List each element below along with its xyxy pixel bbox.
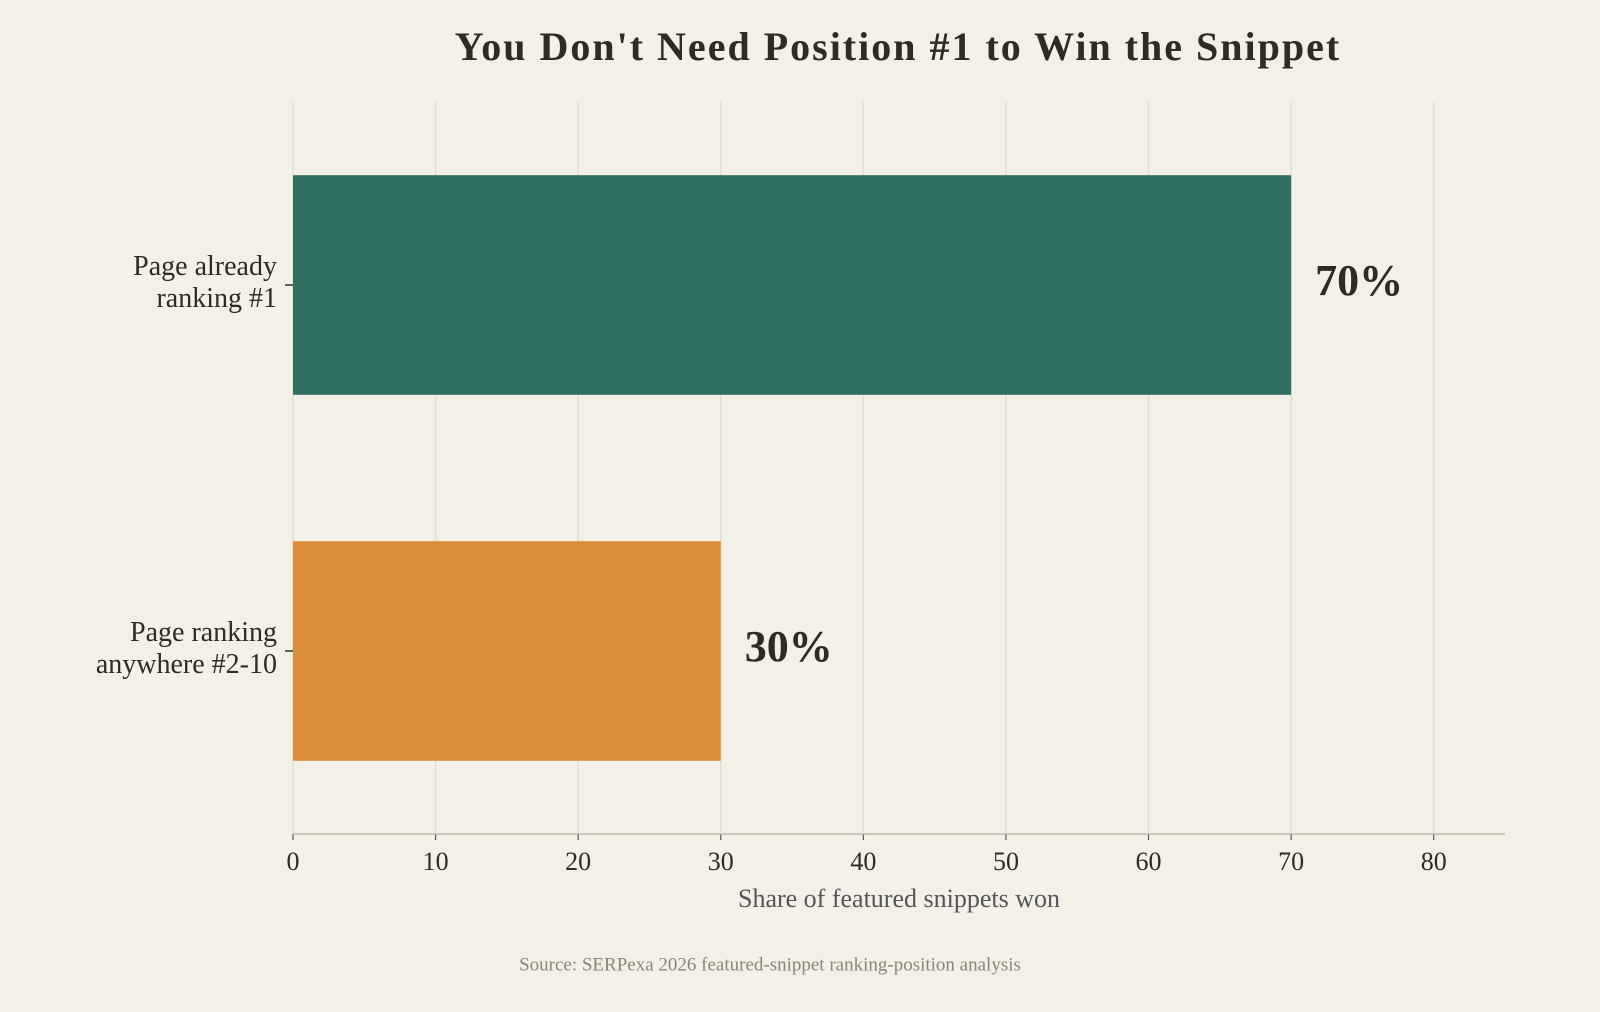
x-tick-label: 40 <box>850 847 876 876</box>
y-tick-label: Page already ranking #1 <box>133 251 277 314</box>
x-tick-label: 80 <box>1421 847 1447 876</box>
x-tick-label: 70 <box>1278 847 1304 876</box>
x-tick-label: 50 <box>993 847 1019 876</box>
value-label: 30% <box>745 622 833 671</box>
chart-title: You Don't Need Position #1 to Win the Sn… <box>455 24 1341 69</box>
x-tick-label: 60 <box>1136 847 1162 876</box>
x-tick-label: 10 <box>423 847 449 876</box>
x-tick-label: 30 <box>708 847 734 876</box>
x-tick-label: 20 <box>565 847 591 876</box>
bar <box>293 175 1292 395</box>
bar <box>293 541 721 761</box>
value-label: 70% <box>1315 256 1403 305</box>
y-tick-label: Page ranking anywhere #2-10 <box>96 617 277 680</box>
x-axis-label: Share of featured snippets won <box>738 884 1060 913</box>
source-note: Source: SERPexa 2026 featured-snippet ra… <box>519 954 1021 975</box>
x-tick-label: 0 <box>287 847 300 876</box>
